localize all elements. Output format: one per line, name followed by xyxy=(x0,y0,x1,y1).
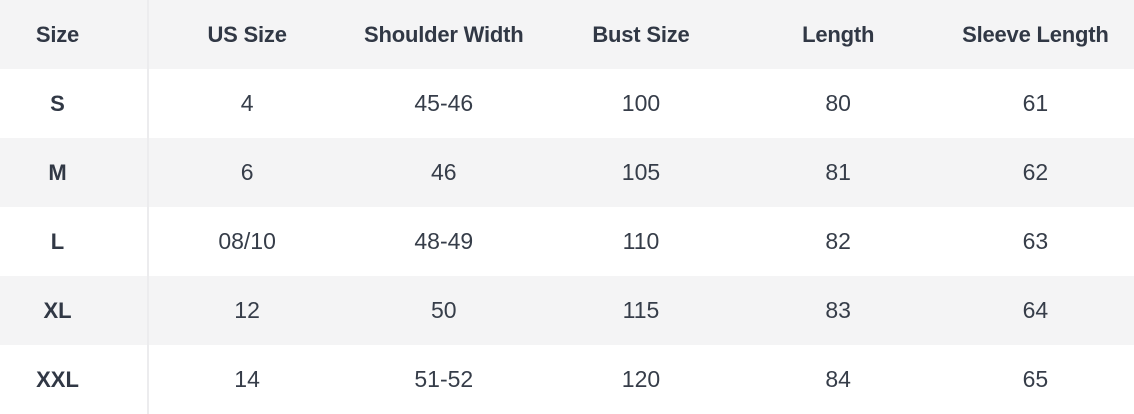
size-label: XL xyxy=(0,276,149,345)
size-label: XXL xyxy=(0,345,149,414)
table-row-l: L 08/10 48-49 110 82 63 xyxy=(0,207,1134,276)
length-value: 81 xyxy=(825,159,851,185)
column-header-size: Size xyxy=(0,0,149,69)
us-size-value: 6 xyxy=(240,159,254,185)
us-size-value: 4 xyxy=(240,90,254,116)
column-header-us-size: US Size xyxy=(207,21,287,47)
sleeve-length-value: 63 xyxy=(1022,228,1049,254)
shoulder-width-value: 45-46 xyxy=(414,90,474,116)
column-header-shoulder-width: Shoulder Width xyxy=(364,21,524,47)
column-header-length: Length xyxy=(802,21,875,47)
table-row-xl: XL 12 50 115 83 64 xyxy=(0,276,1134,345)
length-value: 82 xyxy=(825,228,851,254)
shoulder-width-value: 50 xyxy=(430,297,457,323)
us-size-value: 12 xyxy=(234,297,260,323)
bust-size-value: 115 xyxy=(622,297,660,323)
shoulder-width-value: 46 xyxy=(430,159,457,185)
table-row-m: M 6 46 105 81 62 xyxy=(0,138,1134,207)
length-value: 80 xyxy=(825,90,851,116)
bust-size-value: 100 xyxy=(621,90,661,116)
us-size-value: 14 xyxy=(234,366,260,392)
bust-size-value: 120 xyxy=(621,366,661,392)
sleeve-length-value: 61 xyxy=(1022,90,1049,116)
bust-size-value: 105 xyxy=(621,159,661,185)
shoulder-width-value: 51-52 xyxy=(414,366,474,392)
bust-size-value: 110 xyxy=(622,228,660,254)
length-value: 84 xyxy=(825,366,851,392)
table-row-xxl: XXL 14 51-52 120 84 65 xyxy=(0,345,1134,414)
size-label: L xyxy=(0,207,149,276)
sleeve-length-value: 65 xyxy=(1022,366,1049,392)
us-size-value: 08/10 xyxy=(218,228,276,254)
length-value: 83 xyxy=(825,297,851,323)
sleeve-length-value: 62 xyxy=(1022,159,1049,185)
table-row-s: S 4 45-46 100 80 61 xyxy=(0,69,1134,138)
size-label: S xyxy=(0,69,149,138)
column-header-bust-size: Bust Size xyxy=(592,21,690,47)
column-header-sleeve-length: Sleeve Length xyxy=(962,21,1109,47)
size-label: M xyxy=(0,138,149,207)
header-row: Size US Size Shoulder Width Bust Size Le… xyxy=(0,0,1134,69)
shoulder-width-value: 48-49 xyxy=(414,228,474,254)
sleeve-length-value: 64 xyxy=(1022,297,1049,323)
